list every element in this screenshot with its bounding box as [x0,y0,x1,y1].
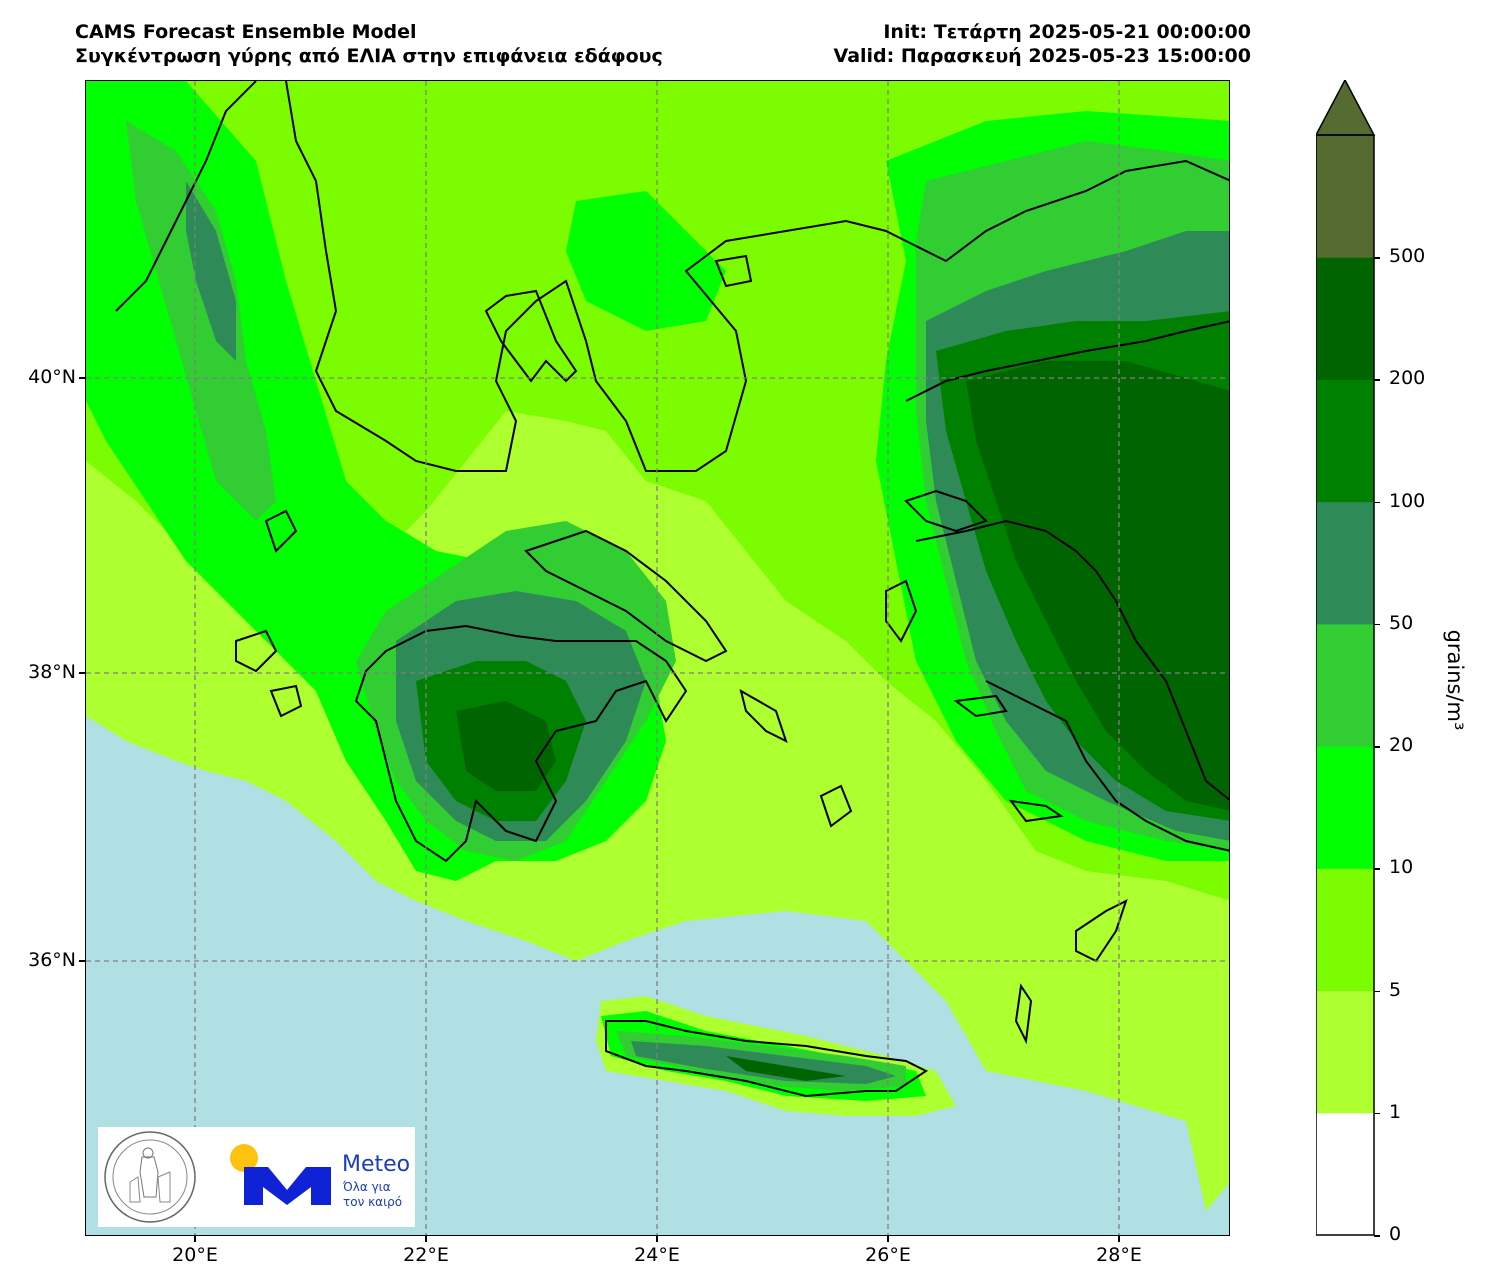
x-tick-mark [887,1236,889,1242]
colorbar-tick-label: 20 [1389,734,1414,757]
level-200-500-pelop [456,701,556,791]
colorbar-extend-arrow [1316,80,1376,136]
colorbar-tick-mark [1374,868,1380,870]
level-20-50-west [126,121,276,521]
y-tick-mark [79,960,85,962]
meteo-tagline-2: τον καιρό [343,1195,403,1209]
y-tick-label: 40°N [28,366,76,388]
y-tick-label: 38°N [28,661,76,683]
colorbar-band [1316,379,1374,503]
x-tick-label: 22°E [403,1244,449,1266]
y-tick-mark [79,672,85,674]
map-area [85,80,1230,1236]
level-10-20-north [566,191,726,331]
meteo-brand: Meteo [342,1152,411,1177]
colorbar-band [1316,257,1374,380]
colorbar-tick-mark [1374,990,1380,993]
coastline-kefalonia [235,629,278,673]
x-tick-label: 26°E [865,1244,911,1266]
colorbar-band [1316,135,1374,258]
colorbar-tick-label: 100 [1389,489,1426,512]
colorbar-band [1316,501,1374,625]
colorbar-tick-mark [1374,379,1380,381]
coastline-kos [1008,799,1064,823]
colorbar-tick-mark [1374,746,1380,748]
time-info: Init: Τετάρτη 2025-05-21 00:00:00 Valid:… [834,20,1251,68]
coastline-samos [953,694,1008,718]
coastline-euboea [524,529,728,663]
colorbar-tick-label: 10 [1389,856,1414,879]
colorbar-band [1316,868,1374,992]
colorbar-tick-label: 1 [1389,1100,1402,1123]
colorbar-tick-mark [1374,623,1380,626]
model-name: CAMS Forecast Ensemble Model [75,21,417,43]
colorbar-tick-label: 0 [1389,1223,1402,1245]
colorbar-band [1316,990,1374,1114]
colorbar-band [1316,746,1374,869]
coastline-thasos [714,254,753,288]
chart-title: CAMS Forecast Ensemble Model Συγκέντρωση… [75,20,663,68]
coastline-crete [605,1020,928,1098]
coastline-corfu [264,509,298,553]
colorbar-tick-label: 5 [1389,978,1402,1001]
level-200-500-east [966,361,1229,811]
colorbar-band [1316,1112,1374,1236]
coastlines [115,81,1229,1098]
logos-graphic [104,1131,331,1223]
coastline-naxos [819,784,853,828]
coastline-rhodes [1075,899,1128,963]
x-tick-label: 28°E [1096,1244,1142,1266]
pollen-map [86,81,1229,1235]
meteo-tagline-1: Όλα για [343,1180,391,1194]
x-tick-mark [194,1236,196,1242]
level-200-500-crete [726,1056,846,1081]
x-tick-mark [425,1236,427,1242]
meteo-logo-icon [230,1144,331,1205]
observatory-seal-icon [104,1131,196,1223]
coastline-karpathos [1014,983,1033,1045]
colorbar-band [1316,623,1374,747]
valid-time: Valid: Παρασκευή 2025-05-23 15:00:00 [833,45,1251,67]
colorbar-bands [1316,135,1374,1236]
graticule [86,81,1229,1235]
colorbar-tick-label: 200 [1389,367,1426,390]
x-tick-label: 24°E [634,1244,680,1266]
y-tick-label: 36°N [28,949,76,971]
coastline-lesvos [904,489,988,533]
init-time: Init: Τετάρτη 2025-05-21 00:00:00 [883,21,1251,43]
x-tick-label: 20°E [172,1244,218,1266]
x-tick-mark [1118,1236,1120,1242]
coastline-peloponnese [354,624,688,863]
x-tick-mark [656,1236,658,1242]
level-50-100-west [186,181,236,361]
colorbar-tick-mark [1374,1112,1380,1115]
coastline-mainland [115,81,1229,472]
logo-panel [98,1127,415,1227]
colorbar-tick-label: 500 [1389,245,1426,268]
colorbar-tick-mark [1374,1235,1380,1237]
coastline-chios [885,579,918,643]
colorbar [1316,80,1376,1236]
colorbar-frame [1316,134,1375,1236]
coastline-zakynthos [269,684,303,718]
colorbar-tick-mark [1374,257,1380,259]
variable-subtitle: Συγκέντρωση γύρης από ΕΛΙΑ στην επιφάνει… [75,45,663,67]
y-tick-mark [79,377,85,379]
colorbar-tick-mark [1374,501,1380,504]
coastline-andros [739,688,788,743]
coastline-turkey [905,320,1229,852]
colorbar-unit-label: grains/m³ [1443,629,1467,731]
colorbar-tick-label: 50 [1389,611,1414,634]
coastline-chalkidiki [484,289,578,383]
